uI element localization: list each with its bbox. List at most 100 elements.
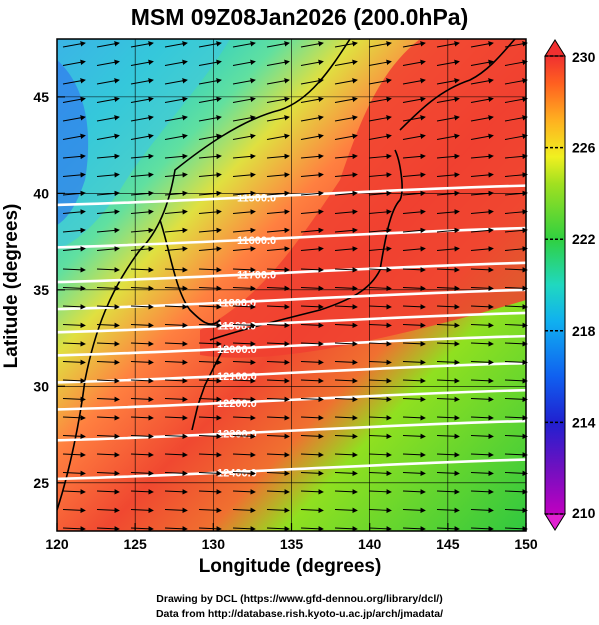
wind-arrow — [198, 227, 222, 234]
wind-arrow — [62, 246, 86, 252]
wind-arrow — [266, 209, 290, 215]
wind-arrow — [334, 526, 358, 532]
wind-arrow — [300, 359, 324, 365]
wind-arrow — [62, 115, 86, 122]
y-axis-ticks: 25 30 35 40 45 — [33, 89, 65, 491]
wind-arrow — [402, 227, 426, 234]
wind-arrow — [368, 209, 392, 215]
wind-arrow — [96, 267, 120, 273]
wind-arrow — [198, 489, 222, 495]
wind-arrow — [334, 59, 358, 66]
y-axis-label: Latitude (degrees) — [1, 203, 22, 369]
wind-arrow — [402, 322, 426, 328]
contour-line — [56, 184, 527, 207]
wind-arrow — [164, 59, 188, 66]
wind-arrow — [436, 378, 460, 384]
wind-arrow — [470, 322, 494, 328]
wind-arrow — [130, 227, 154, 234]
wind-arrow — [266, 322, 290, 328]
wind-arrow — [436, 507, 460, 513]
wind-arrow — [334, 41, 358, 48]
wind-arrow — [130, 78, 154, 85]
wind-arrow — [130, 470, 154, 476]
wind-arrow — [232, 190, 256, 197]
wind-arrow — [368, 415, 392, 421]
x-tick-label: 150 — [514, 536, 538, 552]
colorbar-tick-label: 214 — [572, 414, 596, 430]
wind-arrow — [266, 378, 290, 384]
wind-arrow — [368, 285, 392, 291]
wind-arrow — [504, 115, 528, 122]
wind-arrow — [436, 133, 460, 140]
wind-arrow — [470, 378, 494, 384]
wind-arrow — [266, 526, 290, 532]
wind-arrow — [232, 133, 256, 140]
wind-arrow — [504, 190, 528, 197]
contour-label: 12100.0 — [217, 371, 257, 383]
wind-arrow — [130, 96, 154, 103]
wind-arrow — [504, 378, 528, 384]
wind-arrow — [164, 96, 188, 103]
wind-arrow — [504, 341, 528, 347]
wind-arrow — [198, 322, 222, 328]
wind-arrow — [504, 96, 528, 103]
wind-arrow — [232, 246, 256, 252]
wind-arrow — [368, 489, 392, 495]
wind-arrow — [164, 359, 188, 365]
wind-arrow — [334, 227, 358, 234]
wind-arrow — [402, 341, 426, 347]
wind-arrow — [198, 433, 222, 439]
wind-arrow — [334, 359, 358, 365]
wind-arrow — [198, 190, 222, 197]
wind-arrow — [130, 41, 154, 48]
wind-arrow — [266, 153, 290, 160]
wind-arrow — [436, 489, 460, 495]
wind-arrow — [436, 246, 460, 252]
wind-arrow — [266, 507, 290, 513]
wind-arrow — [300, 341, 324, 347]
wind-vectors — [62, 41, 528, 532]
wind-arrow — [470, 209, 494, 215]
wind-arrow — [96, 190, 120, 197]
wind-arrow — [504, 322, 528, 328]
wind-arrow — [368, 59, 392, 66]
wind-arrow — [232, 359, 256, 365]
wind-arrow — [402, 304, 426, 310]
wind-arrow — [198, 267, 222, 273]
y-tick-label: 30 — [33, 378, 49, 394]
wind-arrow — [368, 526, 392, 532]
wind-arrow — [164, 341, 188, 347]
wind-arrow — [198, 341, 222, 347]
wind-arrow — [232, 452, 256, 458]
wind-arrow — [62, 285, 86, 291]
wind-arrow — [232, 304, 256, 310]
wind-arrow — [300, 227, 324, 234]
wind-arrow — [300, 246, 324, 252]
wind-arrow — [402, 396, 426, 402]
chart-title: MSM 09Z08Jan2026 (200.0hPa) — [130, 4, 469, 30]
wind-arrow — [198, 359, 222, 365]
wind-arrow — [96, 78, 120, 85]
wind-arrow — [504, 41, 528, 48]
wind-arrow — [232, 285, 256, 291]
wind-arrow — [436, 267, 460, 273]
wind-arrow — [368, 78, 392, 85]
wind-arrow — [266, 285, 290, 291]
wind-arrow — [402, 78, 426, 85]
x-tick-label: 145 — [436, 536, 460, 552]
wind-arrow — [130, 341, 154, 347]
wind-arrow — [266, 304, 290, 310]
wind-arrow — [130, 285, 154, 291]
wind-arrow — [198, 41, 222, 48]
wind-arrow — [334, 153, 358, 160]
wind-arrow — [504, 526, 528, 532]
wind-arrow — [164, 246, 188, 252]
wind-arrow — [470, 78, 494, 85]
wind-arrow — [504, 396, 528, 402]
colorbar-tick-label: 222 — [572, 231, 596, 247]
wind-arrow — [266, 452, 290, 458]
contour-label: 12300.0 — [217, 429, 257, 441]
wind-arrow — [436, 470, 460, 476]
wind-arrow — [402, 489, 426, 495]
wind-arrow — [402, 209, 426, 215]
